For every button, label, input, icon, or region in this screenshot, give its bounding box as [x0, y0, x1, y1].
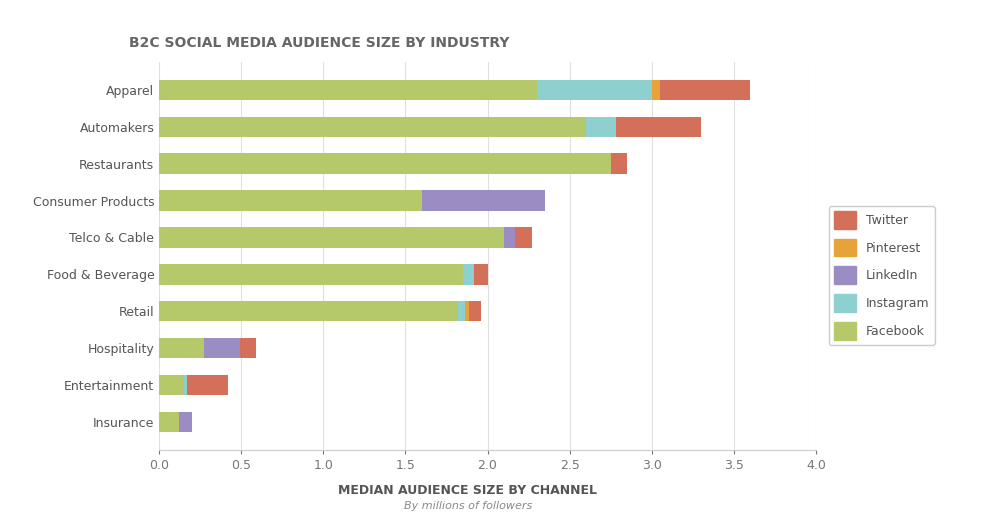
Bar — [585, 116, 615, 137]
Bar — [503, 227, 515, 248]
Bar — [536, 80, 651, 100]
Bar — [659, 80, 749, 100]
Text: MEDIAN AUDIENCE SIZE BY CHANNEL: MEDIAN AUDIENCE SIZE BY CHANNEL — [338, 484, 596, 497]
Bar — [469, 301, 480, 322]
Bar — [159, 412, 179, 432]
Bar — [462, 264, 474, 284]
Bar — [159, 190, 421, 211]
Bar — [515, 227, 532, 248]
Bar — [159, 80, 536, 100]
Bar — [159, 375, 184, 396]
Bar — [159, 227, 503, 248]
Bar — [421, 190, 545, 211]
Bar — [474, 264, 487, 284]
Bar — [159, 154, 610, 174]
Bar — [159, 338, 204, 358]
Bar — [179, 412, 192, 432]
Bar — [240, 338, 255, 358]
Bar — [464, 301, 469, 322]
Bar — [159, 264, 462, 284]
Bar — [184, 375, 187, 396]
Bar — [457, 301, 464, 322]
Text: B2C SOCIAL MEDIA AUDIENCE SIZE BY INDUSTRY: B2C SOCIAL MEDIA AUDIENCE SIZE BY INDUST… — [129, 36, 509, 50]
Bar — [159, 116, 585, 137]
Bar — [187, 375, 228, 396]
Bar — [615, 116, 700, 137]
Bar — [610, 154, 626, 174]
Bar — [651, 80, 659, 100]
Bar — [159, 301, 457, 322]
Bar — [204, 338, 240, 358]
Text: By millions of followers: By millions of followers — [404, 501, 531, 511]
Legend: Twitter, Pinterest, LinkedIn, Instagram, Facebook: Twitter, Pinterest, LinkedIn, Instagram,… — [828, 206, 934, 344]
